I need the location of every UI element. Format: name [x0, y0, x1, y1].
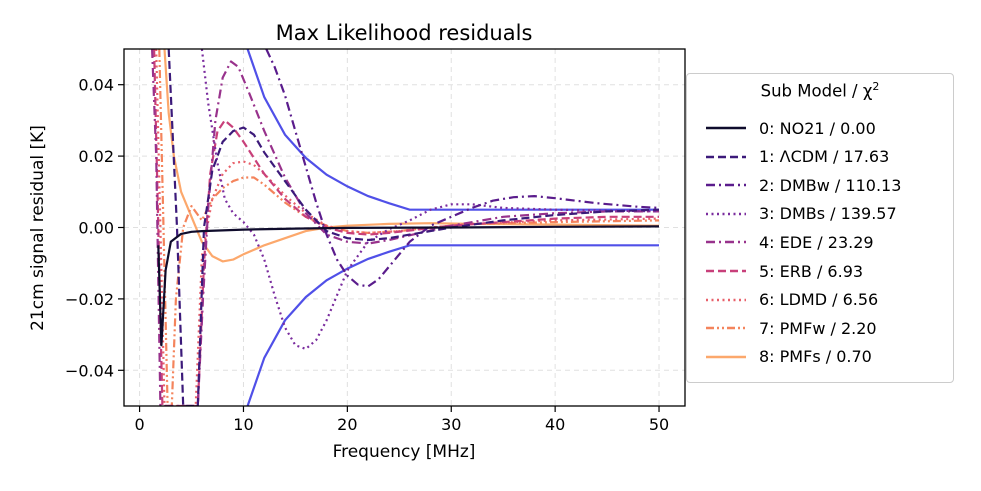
y-axis-ticks: −0.04 −0.02 0.00 0.02 0.04 — [65, 76, 124, 380]
legend-entry: 5: ERB / 6.93 — [705, 259, 863, 283]
legend-label: 4: EDE / 23.29 — [759, 232, 874, 252]
legend-swatch — [706, 155, 746, 158]
legend: Sub Model / χ2 0: NO21 / 0.00 1: ΛCDM / 1… — [686, 73, 954, 383]
legend-swatch — [706, 126, 746, 130]
legend-label: 6: LDMD / 6.56 — [759, 290, 879, 310]
legend-label: 0: NO21 / 0.00 — [759, 118, 876, 138]
legend-entry: 6: LDMD / 6.56 — [705, 288, 878, 312]
legend-label: 7: PMFw / 2.20 — [759, 318, 877, 338]
legend-entry: 0: NO21 / 0.00 — [705, 116, 876, 140]
x-tick-label: 30 — [441, 415, 461, 434]
x-tick-label: 50 — [649, 415, 669, 434]
legend-swatch — [706, 241, 746, 244]
legend-label: 2: DMBw / 110.13 — [759, 175, 902, 195]
y-axis-label: 21cm signal residual [K] — [28, 125, 48, 331]
series-line-7 — [158, 49, 660, 406]
y-tick-label: 0.04 — [78, 76, 114, 95]
legend-swatch — [706, 212, 746, 215]
x-tick-label: 0 — [134, 415, 144, 434]
legend-swatch — [706, 183, 746, 187]
legend-label: 5: ERB / 6.93 — [759, 261, 864, 281]
series-line-8 — [163, 49, 660, 263]
legend-title: Sub Model / χ2 — [687, 80, 953, 101]
legend-title-superscript: 2 — [872, 80, 880, 93]
x-axis-ticks: 0 10 20 30 40 50 — [134, 406, 669, 434]
legend-entry: 8: PMFs / 0.70 — [705, 345, 872, 369]
x-tick-label: 10 — [233, 415, 253, 434]
legend-swatch — [706, 269, 746, 273]
legend-entry: 2: DMBw / 110.13 — [705, 173, 901, 197]
legend-swatch — [706, 298, 746, 301]
envelope-lower-line — [246, 244, 659, 406]
y-tick-label: 0.00 — [78, 219, 114, 238]
envelope-layer — [246, 49, 659, 406]
x-axis-label: Frequency [MHz] — [333, 442, 476, 462]
legend-label: 8: PMFs / 0.70 — [759, 347, 872, 367]
legend-label: 3: DMBs / 139.57 — [759, 204, 897, 224]
y-tick-label: −0.02 — [65, 290, 114, 309]
legend-label: 1: ΛCDM / 17.63 — [759, 147, 890, 167]
legend-swatch — [706, 326, 746, 330]
envelope-upper-line — [246, 49, 659, 211]
y-tick-label: −0.04 — [65, 361, 114, 380]
legend-entry: 3: DMBs / 139.57 — [705, 202, 897, 226]
chart-title: Max Likelihood residuals — [276, 21, 533, 45]
series-layer — [151, 49, 660, 406]
series-line-1 — [167, 49, 660, 406]
series-line-4 — [151, 49, 659, 406]
grid — [124, 49, 685, 406]
legend-entry: 1: ΛCDM / 17.63 — [705, 145, 889, 169]
y-tick-label: 0.02 — [78, 147, 114, 166]
series-line-3 — [200, 49, 660, 350]
x-tick-label: 20 — [337, 415, 357, 434]
series-line-0 — [157, 225, 660, 347]
x-tick-label: 40 — [545, 415, 565, 434]
series-line-2 — [265, 49, 660, 288]
legend-entry: 7: PMFw / 2.20 — [705, 316, 877, 340]
legend-entry: 4: EDE / 23.29 — [705, 230, 874, 254]
legend-swatch — [706, 355, 746, 358]
legend-title-text: Sub Model / χ — [760, 81, 873, 101]
